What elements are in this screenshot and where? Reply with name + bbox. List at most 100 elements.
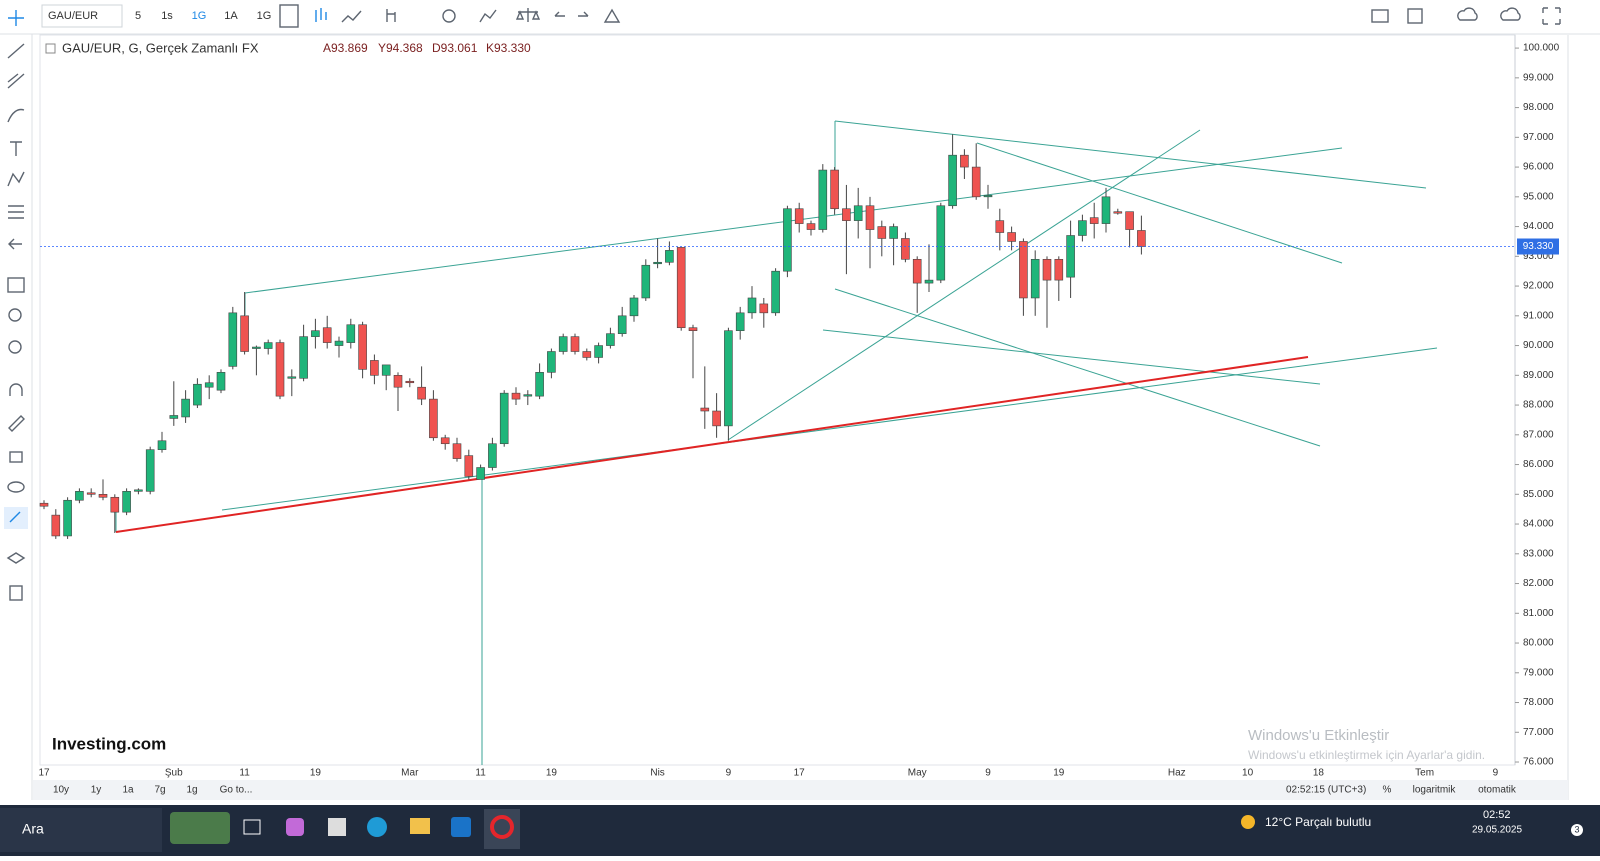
range-button[interactable]: 1y	[91, 785, 102, 796]
store[interactable]	[328, 818, 346, 836]
candle-body	[960, 154, 969, 168]
line-icon[interactable]	[341, 10, 362, 23]
settings-icon[interactable]	[442, 9, 456, 23]
compare-icon[interactable]	[515, 8, 541, 22]
alert-icon[interactable]	[603, 8, 621, 23]
scale-option[interactable]: %	[1383, 785, 1392, 796]
candle-body	[252, 346, 261, 349]
x-tick-label: 19	[546, 768, 558, 779]
candle-body	[370, 360, 379, 376]
candle-body	[912, 258, 922, 284]
cloud-load-icon[interactable]	[1457, 7, 1478, 21]
back-tool[interactable]	[8, 238, 22, 250]
interval-button[interactable]: 1G	[257, 10, 272, 22]
symbol-box[interactable]	[41, 4, 123, 28]
y-tick-label: 76.000	[1523, 757, 1554, 768]
layers-tool[interactable]	[6, 552, 26, 564]
scale-option[interactable]: logaritmik	[1413, 785, 1457, 796]
color-icon[interactable]	[1407, 8, 1423, 24]
candle-body	[1030, 258, 1040, 299]
interval-button[interactable]: 1G	[192, 10, 207, 22]
y-tick-label: 86.000	[1523, 459, 1554, 470]
widget[interactable]	[170, 812, 230, 844]
camera-icon[interactable]	[1371, 9, 1389, 23]
crosshair-tool[interactable]	[8, 10, 24, 26]
time[interactable]: 02:52	[1483, 809, 1511, 821]
range-button[interactable]: Go to...	[220, 785, 253, 796]
candle-body	[169, 415, 179, 419]
measure-tool[interactable]	[8, 205, 24, 219]
fullscreen-icon[interactable]	[1542, 7, 1561, 25]
line-tool[interactable]	[7, 43, 25, 59]
trend-line[interactable]	[834, 120, 1427, 189]
range-button[interactable]: 1a	[122, 785, 134, 796]
bar-icon[interactable]	[386, 9, 396, 22]
x-tick-label: 18	[1313, 768, 1325, 779]
candle-body	[853, 205, 863, 221]
copilot[interactable]	[286, 818, 304, 836]
outlook[interactable]	[451, 817, 471, 837]
pitchfork-tool[interactable]	[7, 73, 25, 89]
pattern-tool[interactable]	[7, 171, 25, 187]
opera[interactable]	[490, 815, 514, 839]
collapse-button[interactable]	[45, 43, 56, 54]
candle-body	[263, 342, 273, 349]
candle-body	[629, 297, 639, 317]
taskbar	[0, 805, 1600, 856]
task-view[interactable]	[243, 819, 261, 835]
weather[interactable]: 12°C Parçalı bulutlu	[1265, 815, 1371, 829]
interval-button[interactable]: 1s	[161, 10, 173, 22]
edge[interactable]	[367, 817, 387, 837]
candle-body	[464, 455, 474, 477]
interval-button[interactable]: 1A	[224, 10, 238, 22]
trend-line[interactable]	[976, 142, 1343, 264]
chart-title: GAU/EUR, G, Gerçek Zamanlı FX	[62, 40, 259, 55]
lock-draw-tool[interactable]	[8, 415, 25, 432]
y-tick-label: 90.000	[1523, 340, 1554, 351]
trend-line[interactable]	[221, 347, 1438, 511]
redo-icon[interactable]	[578, 11, 589, 17]
toolbar-icons	[279, 4, 1561, 28]
candle-icon[interactable]	[315, 8, 327, 22]
x-tick-label: 11	[475, 768, 486, 779]
x-tick-label: 17	[38, 768, 50, 779]
explorer[interactable]	[410, 818, 430, 834]
support-line[interactable]	[115, 356, 1309, 533]
undo-icon[interactable]	[554, 11, 565, 17]
interval-button[interactable]: 5	[135, 10, 141, 22]
link-tool[interactable]	[9, 511, 21, 523]
candle-body	[842, 208, 851, 221]
range-button[interactable]: 7g	[154, 785, 165, 796]
date[interactable]: 29.05.2025	[1472, 825, 1522, 836]
candle-body	[877, 226, 887, 239]
candle-body	[311, 330, 320, 337]
candle-body	[865, 205, 875, 230]
visibility-tool[interactable]	[7, 481, 25, 493]
candle-body	[665, 250, 674, 263]
candle-body	[535, 372, 544, 397]
search-box[interactable]	[0, 808, 162, 852]
magnet-tool[interactable]	[9, 383, 23, 396]
left-toolbar	[4, 10, 28, 601]
dropdown[interactable]	[279, 4, 299, 28]
trend-line[interactable]	[834, 288, 1321, 447]
scale-option[interactable]: otomatik	[1478, 785, 1517, 796]
trend-line[interactable]	[244, 147, 1343, 294]
candle-body	[75, 491, 84, 501]
lock-tool[interactable]	[9, 451, 23, 463]
brush-tool[interactable]	[7, 108, 25, 123]
zoom-out-tool[interactable]	[8, 340, 22, 354]
candle-body	[995, 220, 1005, 233]
cloud-save-icon[interactable]	[1500, 7, 1521, 21]
text-tool[interactable]	[10, 141, 22, 156]
range-button[interactable]: 1g	[186, 785, 197, 796]
trend-line[interactable]	[727, 129, 1201, 441]
notification-badge[interactable]	[1571, 824, 1583, 836]
template-tool[interactable]	[7, 277, 25, 293]
drawings	[115, 120, 1438, 765]
range-button[interactable]: 10y	[53, 785, 69, 796]
x-tick-label: 11	[239, 768, 250, 779]
zoom-in-tool[interactable]	[8, 308, 22, 322]
indicator-icon[interactable]	[479, 9, 497, 23]
trash-tool[interactable]	[9, 585, 23, 601]
